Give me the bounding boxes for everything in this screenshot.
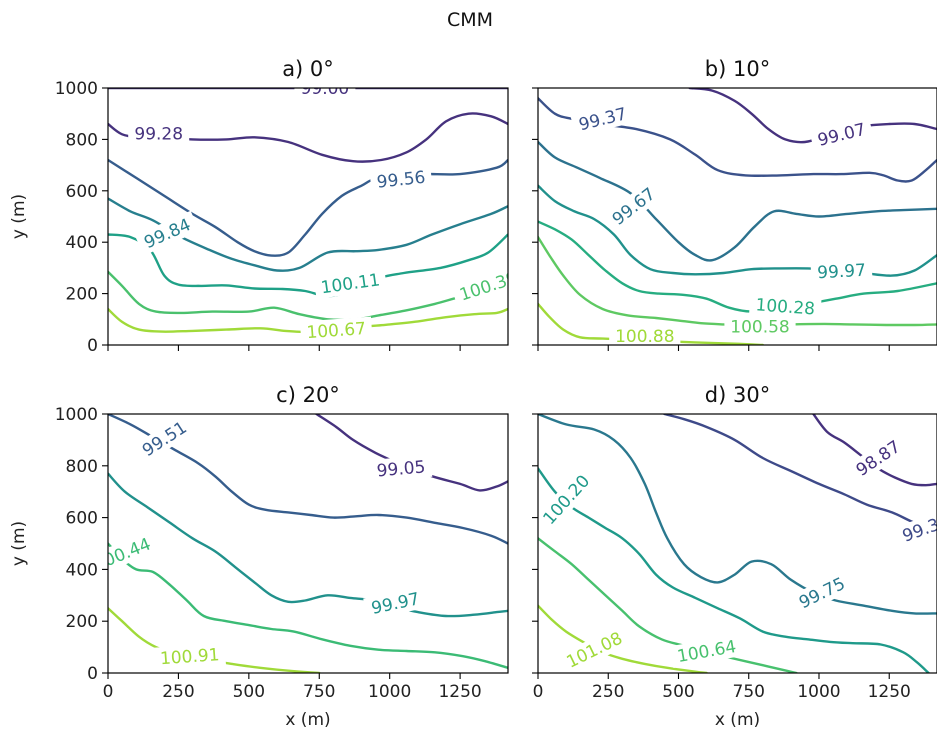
y-tick-label: 800: [66, 457, 98, 477]
x-tick-label: 1250: [438, 682, 481, 702]
x-tick-label: 1000: [797, 682, 840, 702]
contour-label: 100.67: [306, 319, 367, 343]
contour-lines: [538, 414, 937, 673]
contour-line: [538, 140, 937, 262]
contour-line: [108, 270, 508, 322]
contour-label: 100.64: [676, 637, 738, 667]
contour-line: [538, 604, 708, 673]
y-tick-label: 200: [66, 612, 98, 632]
contour-line: [688, 88, 937, 144]
x-tick-label: 250: [162, 682, 194, 702]
contour-line: [108, 542, 508, 669]
contour-label: 99.31: [900, 511, 937, 546]
panel-1: 99.00 99.28 99.56 99.84 100.11 100.39 100.67 0 2…: [9, 57, 520, 356]
plot-frame: [107, 87, 509, 346]
contour-label: 99.84: [141, 215, 194, 253]
figure-suptitle: CMM: [447, 9, 493, 31]
contour-label: 99.37: [577, 104, 629, 135]
y-tick-label: 600: [66, 509, 98, 529]
contour-label: 100.39: [457, 268, 520, 305]
contour-line: [108, 414, 508, 545]
contour-label: 99.67: [609, 184, 660, 230]
contour-lines: [108, 414, 508, 673]
contour-label: 100.58: [730, 318, 789, 338]
contour-line: [538, 220, 937, 313]
contour-label: 98.87: [853, 437, 905, 481]
contour-line: [315, 414, 508, 492]
plot-frame: [537, 87, 937, 346]
contour-line: [538, 537, 798, 673]
contour-line: [538, 235, 937, 327]
panel-title: c) 20°: [276, 383, 340, 407]
contour-label: 100.20: [540, 471, 595, 529]
y-tick-label: 200: [66, 285, 98, 305]
x-tick-label: 0: [533, 682, 544, 702]
contour-label: 100.11: [320, 270, 382, 298]
panel-title: a) 0°: [282, 57, 334, 81]
x-axis-label: x (m): [715, 710, 760, 730]
contour-label: 100.91: [159, 645, 220, 669]
x-tick-label: 750: [733, 682, 765, 702]
x-tick-label: 500: [233, 682, 265, 702]
x-tick-label: 500: [662, 682, 694, 702]
y-tick-label: 1000: [55, 79, 98, 99]
y-tick-label: 600: [66, 182, 98, 202]
contour-label: 99.28: [134, 125, 183, 145]
y-tick-label: 400: [66, 560, 98, 580]
contour-label: 100.28: [755, 295, 816, 319]
contour-line: [538, 414, 937, 615]
y-tick-label: 400: [66, 233, 98, 253]
contour-line: [538, 467, 930, 673]
contour-label: 99.97: [370, 589, 422, 619]
y-axis-label: y (m): [9, 521, 29, 566]
contour-line: [108, 233, 508, 298]
contour-label: 100.44: [91, 534, 154, 575]
y-tick-label: 0: [87, 336, 98, 356]
panel-title: b) 10°: [705, 57, 770, 81]
x-axis-label: x (m): [285, 710, 330, 730]
contour-label: 99.56: [376, 168, 426, 193]
y-axis-label: y (m): [9, 194, 29, 239]
y-tick-label: 800: [66, 130, 98, 150]
contour-label: 99.75: [796, 574, 849, 613]
x-tick-label: 750: [303, 682, 335, 702]
contour-line: [108, 472, 508, 618]
contour-label: 100.88: [615, 327, 674, 347]
plot-frame: [107, 413, 509, 674]
x-tick-label: 0: [103, 682, 114, 702]
y-tick-label: 0: [87, 664, 98, 684]
contour-line: [663, 414, 937, 532]
contour-label: 99.05: [376, 457, 426, 481]
plot-frame: [537, 413, 937, 674]
contour-label: 99.00: [301, 79, 350, 99]
x-tick-label: 250: [592, 682, 624, 702]
y-tick-label: 1000: [55, 405, 98, 425]
x-tick-label: 1250: [868, 682, 911, 702]
x-tick-label: 1000: [368, 682, 411, 702]
contour-label: 99.07: [816, 120, 868, 151]
panel-title: d) 30°: [705, 383, 770, 407]
contour-label: 99.97: [817, 261, 867, 284]
